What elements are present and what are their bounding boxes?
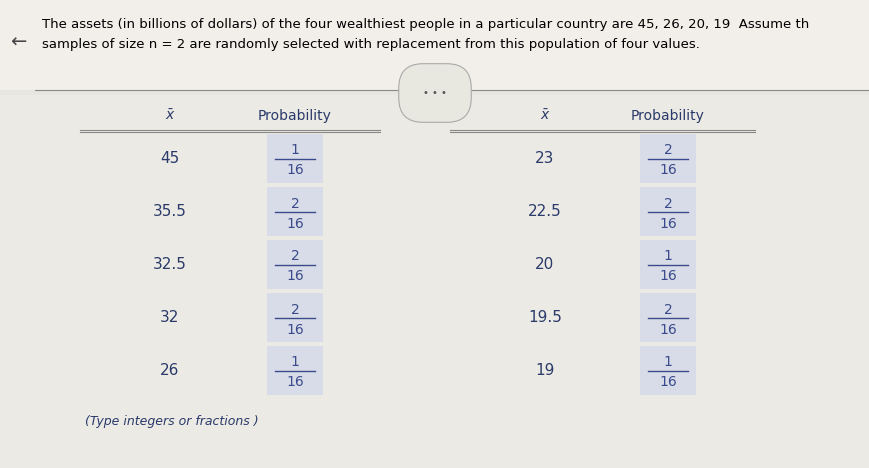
FancyBboxPatch shape — [640, 293, 695, 342]
Text: samples of size n = 2 are randomly selected with replacement from this populatio: samples of size n = 2 are randomly selec… — [42, 38, 699, 51]
Text: 2: 2 — [663, 197, 672, 211]
FancyBboxPatch shape — [267, 134, 322, 183]
Text: 22.5: 22.5 — [527, 204, 561, 219]
Text: 16: 16 — [659, 163, 676, 177]
Text: The assets (in billions of dollars) of the four wealthiest people in a particula: The assets (in billions of dollars) of t… — [42, 18, 808, 31]
FancyBboxPatch shape — [267, 240, 322, 289]
FancyBboxPatch shape — [267, 293, 322, 342]
Text: 16: 16 — [659, 270, 676, 284]
Text: 2: 2 — [290, 302, 299, 316]
FancyBboxPatch shape — [640, 346, 695, 395]
Text: 19: 19 — [534, 363, 554, 378]
Text: Probability: Probability — [258, 109, 332, 123]
Text: 16: 16 — [286, 322, 303, 336]
Text: 26: 26 — [160, 363, 180, 378]
Text: • • •: • • • — [422, 88, 447, 98]
Text: 16: 16 — [659, 375, 676, 389]
Text: 16: 16 — [659, 322, 676, 336]
Text: 19.5: 19.5 — [527, 310, 561, 325]
Text: 16: 16 — [286, 270, 303, 284]
FancyBboxPatch shape — [267, 187, 322, 236]
Text: 35.5: 35.5 — [153, 204, 187, 219]
Text: 16: 16 — [659, 217, 676, 231]
FancyBboxPatch shape — [0, 95, 869, 468]
Text: 1: 1 — [663, 249, 672, 263]
Text: 2: 2 — [290, 197, 299, 211]
Text: 32: 32 — [160, 310, 180, 325]
Text: 16: 16 — [286, 375, 303, 389]
Text: 2: 2 — [663, 302, 672, 316]
Text: $\bar{x}$: $\bar{x}$ — [164, 109, 176, 124]
FancyBboxPatch shape — [267, 346, 322, 395]
Text: 32.5: 32.5 — [153, 257, 187, 272]
FancyBboxPatch shape — [640, 240, 695, 289]
Text: Probability: Probability — [630, 109, 704, 123]
FancyBboxPatch shape — [640, 187, 695, 236]
Text: (Type integers or fractions ): (Type integers or fractions ) — [85, 415, 258, 428]
Text: 2: 2 — [663, 144, 672, 158]
Text: 45: 45 — [160, 151, 179, 166]
Text: 1: 1 — [290, 144, 299, 158]
FancyBboxPatch shape — [0, 0, 869, 90]
Text: 1: 1 — [663, 356, 672, 370]
Text: ←: ← — [10, 32, 26, 51]
Text: 20: 20 — [534, 257, 554, 272]
Text: 1: 1 — [290, 356, 299, 370]
Text: $\bar{x}$: $\bar{x}$ — [539, 109, 550, 124]
FancyBboxPatch shape — [640, 134, 695, 183]
Text: 16: 16 — [286, 217, 303, 231]
Text: 2: 2 — [290, 249, 299, 263]
Text: 16: 16 — [286, 163, 303, 177]
Text: 23: 23 — [534, 151, 554, 166]
